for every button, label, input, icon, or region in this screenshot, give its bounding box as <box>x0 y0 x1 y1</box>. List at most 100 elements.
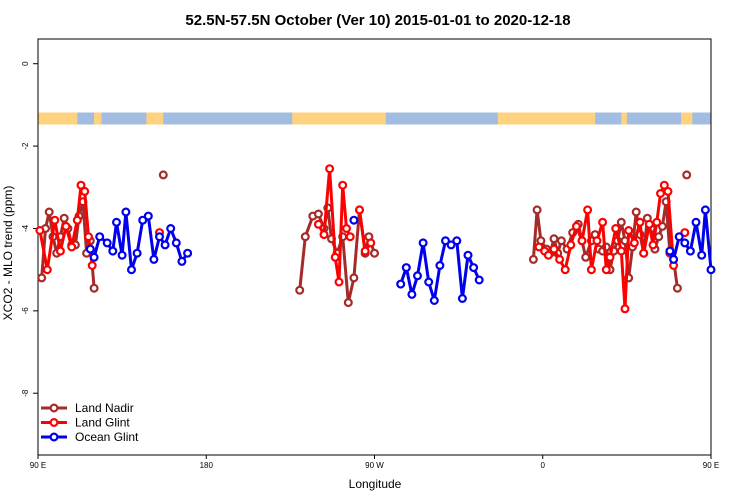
data-point <box>457 294 467 304</box>
data-point <box>89 252 99 262</box>
data-point <box>644 219 654 229</box>
legend-label: Ocean Glint <box>75 430 139 444</box>
data-point <box>446 240 456 250</box>
data-point <box>424 277 434 287</box>
data-point <box>631 207 641 217</box>
data-point <box>59 213 69 223</box>
data-point <box>659 180 669 190</box>
data-point <box>345 232 355 242</box>
data-point <box>300 232 310 242</box>
data-point <box>366 238 376 248</box>
data-point <box>555 254 565 264</box>
data-point <box>370 248 380 258</box>
chart-title: 52.5N-57.5N October (Ver 10) 2015-01-01 … <box>185 12 570 29</box>
data-point <box>295 285 305 295</box>
data-point <box>655 189 665 199</box>
data-point <box>435 261 445 271</box>
data-point <box>616 217 626 227</box>
data-point <box>35 226 45 236</box>
data-point <box>663 186 673 196</box>
data-point <box>648 240 658 250</box>
data-point <box>313 209 323 219</box>
data-point <box>61 221 71 231</box>
data-point <box>401 263 411 273</box>
data-point <box>158 170 168 180</box>
land-strip-ocean <box>163 112 293 125</box>
data-point <box>691 217 701 227</box>
data-point <box>672 283 682 293</box>
data-point <box>543 250 553 260</box>
data-point <box>117 250 127 260</box>
data-point <box>598 217 608 227</box>
data-point <box>155 232 165 242</box>
data-point <box>42 265 52 275</box>
data-point <box>549 244 559 254</box>
data-point <box>657 221 667 231</box>
data-point <box>138 215 148 225</box>
data-point <box>89 283 99 293</box>
data-point <box>566 240 576 250</box>
data-point <box>67 242 77 252</box>
data-point <box>418 238 428 248</box>
land-strip-ocean <box>626 112 682 125</box>
data-point <box>629 238 639 248</box>
data-point <box>177 256 187 266</box>
x-tick-label: 90 E <box>30 461 46 470</box>
data-point <box>581 252 591 262</box>
data-point <box>639 248 649 258</box>
data-point <box>652 217 662 227</box>
data-point <box>349 273 359 283</box>
data-point <box>166 224 176 234</box>
data-point <box>183 248 193 258</box>
data-point <box>149 254 159 264</box>
data-point <box>342 224 352 234</box>
y-axis: 0 -2 -4 -6 -8 <box>21 61 38 397</box>
data-point <box>605 252 615 262</box>
data-point <box>624 226 634 236</box>
data-point <box>83 232 93 242</box>
data-point <box>325 164 335 174</box>
data-point <box>654 232 664 242</box>
data-point <box>697 250 707 260</box>
x-axis: 90 E 180 90 W 0 90 E <box>30 455 719 470</box>
data-point <box>343 298 353 308</box>
data-point <box>360 246 370 256</box>
legend-label: Land Glint <box>75 416 130 430</box>
data-point <box>611 224 621 234</box>
y-tick-label: -4 <box>21 224 30 232</box>
land-strip-ocean <box>595 112 622 125</box>
legend-marker <box>49 432 59 442</box>
x-tick-label: 90 W <box>365 461 384 470</box>
data-point <box>319 230 329 240</box>
data-point <box>463 250 473 260</box>
data-point <box>601 265 611 275</box>
data-point <box>474 275 484 285</box>
data-point <box>549 234 559 244</box>
y-tick-label: -6 <box>21 307 30 315</box>
data-point <box>616 246 626 256</box>
data-point <box>571 221 581 231</box>
data-point <box>160 240 170 250</box>
data-point <box>44 207 54 217</box>
data-point <box>635 217 645 227</box>
land-strip-ocean <box>385 112 498 125</box>
land-strip-ocean <box>692 112 711 125</box>
legend-label: Land Nadir <box>75 401 134 415</box>
data-point <box>121 207 131 217</box>
data-point <box>620 304 630 314</box>
data-point <box>682 170 692 180</box>
data-point <box>396 279 406 289</box>
data-point <box>108 246 118 256</box>
data-point <box>532 205 542 215</box>
data-point <box>441 236 451 246</box>
series-1 <box>35 164 690 314</box>
data-point <box>674 232 684 242</box>
data-point <box>560 265 570 275</box>
data-point <box>577 236 587 246</box>
y-axis-label: XCO2 - MLO trend (ppm) <box>1 186 15 321</box>
data-point <box>556 236 566 246</box>
data-point <box>706 265 716 275</box>
data-point <box>685 246 695 256</box>
data-point <box>330 252 340 262</box>
